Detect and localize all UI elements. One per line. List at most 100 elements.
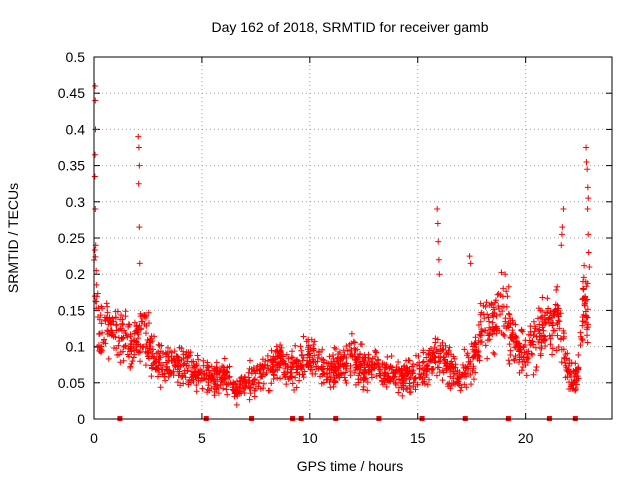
data-point — [538, 332, 545, 339]
data-point — [360, 386, 367, 393]
data-point — [506, 360, 513, 367]
data-point — [373, 373, 380, 380]
data-point — [170, 372, 177, 379]
data-point — [476, 331, 483, 338]
data-point — [506, 311, 513, 318]
data-point — [147, 347, 154, 354]
data-point — [174, 379, 181, 386]
data-point — [364, 387, 371, 394]
data-point — [488, 301, 495, 308]
data-point — [505, 283, 512, 290]
data-point — [470, 376, 477, 383]
data-point — [392, 379, 399, 386]
data-point — [268, 380, 275, 387]
data-point — [540, 327, 547, 334]
data-point — [146, 320, 153, 327]
data-point — [435, 238, 442, 245]
data-point — [375, 362, 382, 369]
data-point — [178, 374, 185, 381]
data-point — [92, 206, 99, 213]
data-point — [555, 305, 562, 312]
data-point — [555, 317, 562, 324]
data-point — [535, 315, 542, 322]
data-point — [156, 359, 163, 366]
data-point — [177, 382, 184, 389]
data-point — [501, 332, 508, 339]
data-point — [346, 341, 353, 348]
data-point — [436, 350, 443, 357]
data-point — [583, 313, 590, 320]
data-point — [425, 376, 432, 383]
data-point — [468, 340, 475, 347]
data-point — [584, 314, 591, 321]
data-point — [136, 224, 143, 231]
data-point — [218, 378, 225, 385]
data-point — [261, 361, 268, 368]
data-point — [265, 357, 272, 364]
data-point — [466, 253, 473, 260]
data-point — [579, 285, 586, 292]
data-point — [545, 305, 552, 312]
data-point — [164, 363, 171, 370]
data-point — [265, 387, 272, 394]
data-point — [343, 379, 350, 386]
data-point — [573, 376, 580, 383]
data-point — [469, 367, 476, 374]
data-point — [482, 303, 489, 310]
data-point — [508, 335, 515, 342]
data-point — [462, 364, 469, 371]
data-point — [320, 379, 327, 386]
data-point — [157, 384, 164, 391]
data-point — [434, 336, 441, 343]
data-point — [584, 166, 591, 173]
data-point — [491, 351, 498, 358]
data-point — [371, 361, 378, 368]
data-point — [104, 309, 111, 316]
data-point — [156, 369, 163, 376]
data-point — [164, 350, 171, 357]
data-point — [318, 366, 325, 373]
data-point — [347, 368, 354, 375]
data-point — [310, 345, 317, 352]
data-point — [382, 370, 389, 377]
data-point — [137, 343, 144, 350]
data-point — [296, 377, 303, 384]
data-point — [461, 381, 468, 388]
data-point — [127, 333, 134, 340]
data-point — [585, 195, 592, 202]
data-point — [112, 334, 119, 341]
data-point — [533, 363, 540, 370]
data-point — [396, 376, 403, 383]
data-point — [554, 283, 561, 290]
data-point — [575, 366, 582, 373]
data-point — [115, 334, 122, 341]
data-point — [581, 301, 588, 308]
data-point — [542, 319, 549, 326]
data-point — [507, 334, 514, 341]
data-point — [364, 379, 371, 386]
data-point — [246, 385, 253, 392]
data-point — [481, 315, 488, 322]
data-point — [93, 293, 100, 300]
data-point — [350, 338, 357, 345]
data-point — [294, 356, 301, 363]
data-point — [486, 324, 493, 331]
data-point — [554, 309, 561, 316]
data-point — [160, 362, 167, 369]
data-point — [288, 366, 295, 373]
data-point — [502, 315, 509, 322]
data-point — [270, 353, 277, 360]
data-point — [250, 381, 257, 388]
data-point — [264, 362, 271, 369]
data-point — [165, 373, 172, 380]
data-point — [529, 351, 536, 358]
data-point — [332, 345, 339, 352]
data-point — [477, 318, 484, 325]
data-point — [307, 359, 314, 366]
data-point — [127, 346, 134, 353]
data-point — [584, 184, 591, 191]
data-point — [114, 308, 121, 315]
data-point — [569, 381, 576, 388]
data-point — [525, 355, 532, 362]
